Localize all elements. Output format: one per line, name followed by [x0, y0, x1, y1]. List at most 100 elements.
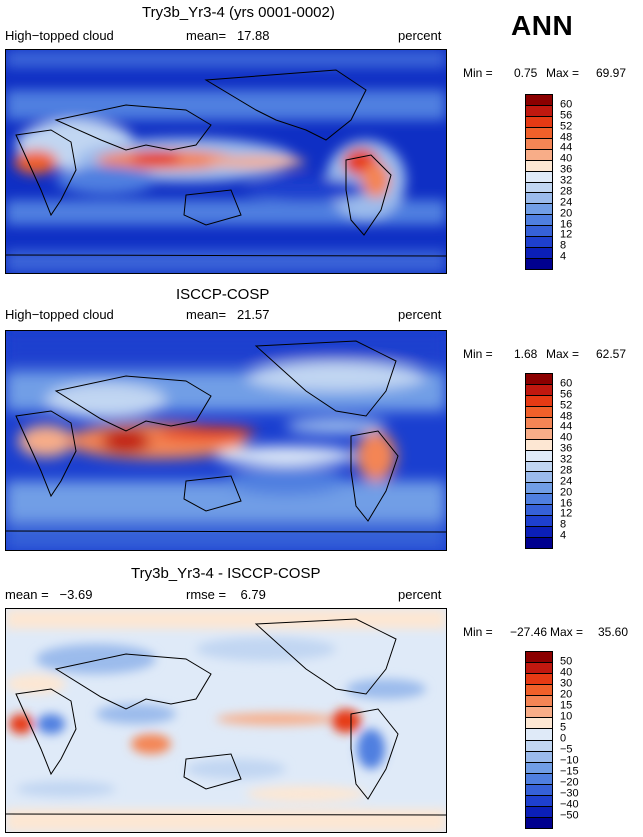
colorbar-swatch: [526, 406, 552, 418]
panel-3-min-label: Min =: [463, 625, 493, 639]
colorbar-tick-label: 44: [560, 420, 573, 433]
panel-1-max-label: Max =: [546, 66, 580, 80]
colorbar-swatch: [526, 138, 552, 150]
panel-2-map-field: [6, 331, 446, 550]
colorbar-tick-label: −5: [560, 743, 573, 756]
colorbar-tick-label: −20: [560, 776, 579, 789]
colorbar-tick-label: 36: [560, 163, 573, 176]
panel-2-map: [5, 330, 447, 551]
panel-1-colorbar-labels: 60 56 52 48 44 40 36 32 28 24 20 16 12 8 4: [560, 94, 590, 268]
colorbar-tick-label: 8: [560, 518, 567, 531]
colorbar-tick-label: 24: [560, 475, 573, 488]
colorbar-swatch: [526, 259, 552, 269]
colorbar-swatch: [526, 707, 552, 719]
panel-3-rmse-label: rmse = 6.79: [186, 587, 266, 602]
colorbar-tick-label: 52: [560, 120, 573, 133]
panel-2-min-label: Min =: [463, 347, 493, 361]
colorbar-swatch: [526, 116, 552, 128]
colorbar-swatch: [526, 149, 552, 161]
colorbar-tick-label: 16: [560, 218, 573, 230]
colorbar-swatch: [526, 171, 552, 183]
colorbar-swatch: [526, 384, 552, 396]
panel-3-units-label: percent: [398, 587, 442, 602]
colorbar-swatch: [526, 105, 552, 117]
colorbar-swatch: [526, 718, 552, 730]
colorbar-tick-label: 56: [560, 388, 573, 401]
colorbar-swatch: [526, 762, 552, 774]
colorbar-tick-label: 28: [560, 185, 573, 198]
colorbar-tick-label: 60: [560, 98, 573, 111]
panel-3-colorbar: [525, 651, 553, 829]
colorbar-tick-label: 4: [560, 529, 567, 542]
season-label: ANN: [511, 10, 574, 41]
panel-2-title: ISCCP-COSP: [176, 286, 270, 303]
colorbar-swatch: [526, 740, 552, 752]
colorbar-tick-label: 50: [560, 655, 573, 668]
colorbar-tick-label: 32: [560, 453, 573, 466]
panel-1-units-label: percent: [398, 28, 442, 43]
colorbar-tick-label: 20: [560, 688, 573, 701]
colorbar-tick-label: 12: [560, 507, 573, 520]
colorbar-swatch: [526, 652, 552, 664]
colorbar-swatch: [526, 374, 552, 385]
colorbar-tick-label: 5: [560, 721, 567, 734]
colorbar-swatch: [526, 483, 552, 495]
colorbar-tick-label: −50: [560, 809, 579, 822]
colorbar-swatch: [526, 817, 552, 828]
panel-2-mean-label: mean= 21.57: [186, 307, 270, 322]
colorbar-tick-label: 20: [560, 486, 573, 499]
colorbar-swatch: [526, 472, 552, 484]
colorbar-swatch: [526, 193, 552, 205]
panel-2-max-label: Max =: [546, 347, 580, 361]
colorbar-swatch: [526, 516, 552, 528]
colorbar-swatch: [526, 729, 552, 741]
colorbar-tick-label: 40: [560, 152, 573, 165]
panel-3-colorbar-labels: 50 40 30 20 15 10 5 0 −5 −10 −15 −20 −30 −40 −50: [560, 651, 594, 827]
panel-1-min-value: 0.75: [514, 66, 538, 80]
colorbar-swatch: [526, 182, 552, 194]
colorbar-tick-label: 24: [560, 196, 573, 209]
panel-1-title: Try3b_Yr3-4 (yrs 0001-0002): [142, 4, 335, 21]
colorbar-swatch: [526, 160, 552, 172]
colorbar-swatch: [526, 215, 552, 227]
colorbar-tick-label: 15: [560, 699, 573, 712]
colorbar-swatch: [526, 204, 552, 216]
colorbar-swatch: [526, 806, 552, 818]
colorbar-swatch: [526, 663, 552, 675]
colorbar-swatch: [526, 674, 552, 686]
colorbar-tick-label: 40: [560, 431, 573, 444]
panel-1-variable-label: High−topped cloud: [5, 28, 114, 43]
colorbar-tick-label: 32: [560, 174, 573, 187]
panel-3-map-field: [6, 609, 446, 832]
colorbar-tick-label: 48: [560, 410, 573, 422]
colorbar-swatch: [526, 428, 552, 440]
colorbar-swatch: [526, 751, 552, 763]
panel-3-max-label: Max =: [550, 625, 584, 639]
colorbar-tick-label: 20: [560, 207, 573, 220]
colorbar-tick-label: 36: [560, 442, 573, 455]
colorbar-swatch: [526, 395, 552, 407]
colorbar-swatch: [526, 226, 552, 238]
colorbar-tick-label: 28: [560, 464, 573, 477]
panel-2-max-value: 62.57: [596, 347, 627, 361]
panel-3-max-value: 35.60: [598, 625, 629, 639]
panel-2-units-label: percent: [398, 307, 442, 322]
colorbar-swatch: [526, 505, 552, 517]
panel-2-variable-label: High−topped cloud: [5, 307, 114, 322]
colorbar-swatch: [526, 494, 552, 506]
panel-3-map: [5, 608, 447, 833]
colorbar-swatch: [526, 127, 552, 139]
colorbar-tick-label: 0: [560, 732, 567, 745]
colorbar-tick-label: 52: [560, 399, 573, 412]
colorbar-swatch: [526, 95, 552, 106]
panel-3-title: Try3b_Yr3-4 - ISCCP-COSP: [131, 565, 321, 582]
colorbar-swatch: [526, 439, 552, 451]
panel-1-min-label: Min =: [463, 66, 493, 80]
colorbar-tick-label: 44: [560, 141, 573, 154]
colorbar-swatch: [526, 696, 552, 708]
colorbar-tick-label: 8: [560, 239, 567, 252]
colorbar-tick-label: 56: [560, 109, 573, 122]
panel-2-colorbar: [525, 373, 553, 549]
colorbar-tick-label: 40: [560, 666, 573, 679]
colorbar-swatch: [526, 538, 552, 548]
